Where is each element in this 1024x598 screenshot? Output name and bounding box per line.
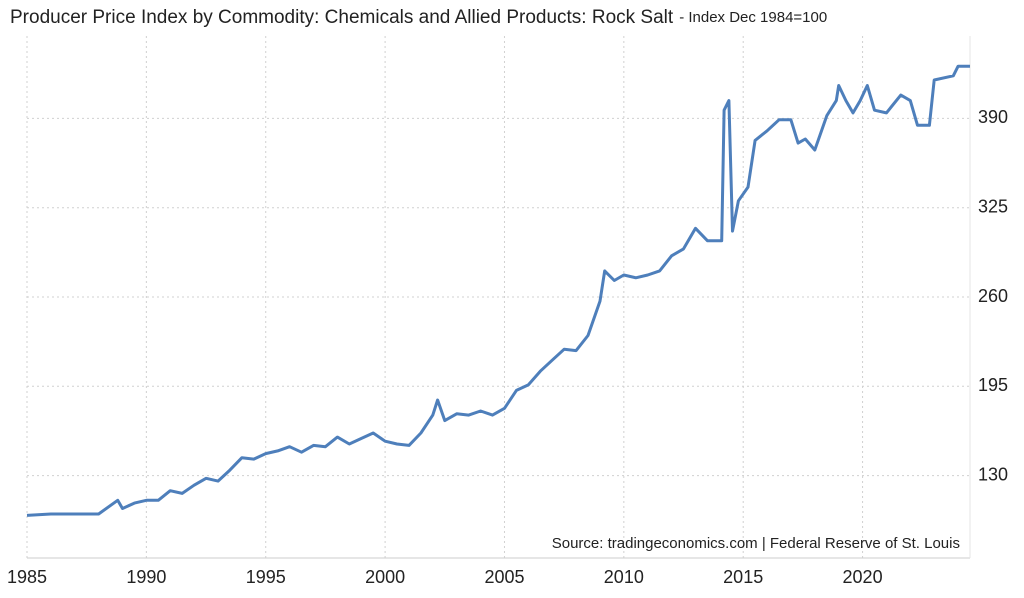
chart-title: Producer Price Index by Commodity: Chemi… xyxy=(10,7,827,28)
source-note: Source: tradingeconomics.com | Federal R… xyxy=(552,535,960,552)
x-tick-label: 1985 xyxy=(7,567,47,587)
y-tick-label: 325 xyxy=(978,196,1008,216)
subtitle: - Index Dec 1984=100 xyxy=(679,9,827,26)
y-tick-label: 195 xyxy=(978,375,1008,395)
x-tick-label: 2010 xyxy=(604,567,644,587)
y-tick-label: 390 xyxy=(978,107,1008,127)
data-line xyxy=(26,64,970,517)
x-tick-label: 2020 xyxy=(843,567,883,587)
x-tick-label: 2000 xyxy=(365,567,405,587)
y-tick-label: 130 xyxy=(978,464,1008,484)
y-tick-label: 260 xyxy=(978,286,1008,306)
x-tick-label: 2015 xyxy=(723,567,763,587)
x-tick-label: 2005 xyxy=(484,567,524,587)
x-tick-label: 1995 xyxy=(246,567,286,587)
title: Producer Price Index by Commodity: Chemi… xyxy=(10,7,674,28)
x-tick-label: 1990 xyxy=(126,567,166,587)
